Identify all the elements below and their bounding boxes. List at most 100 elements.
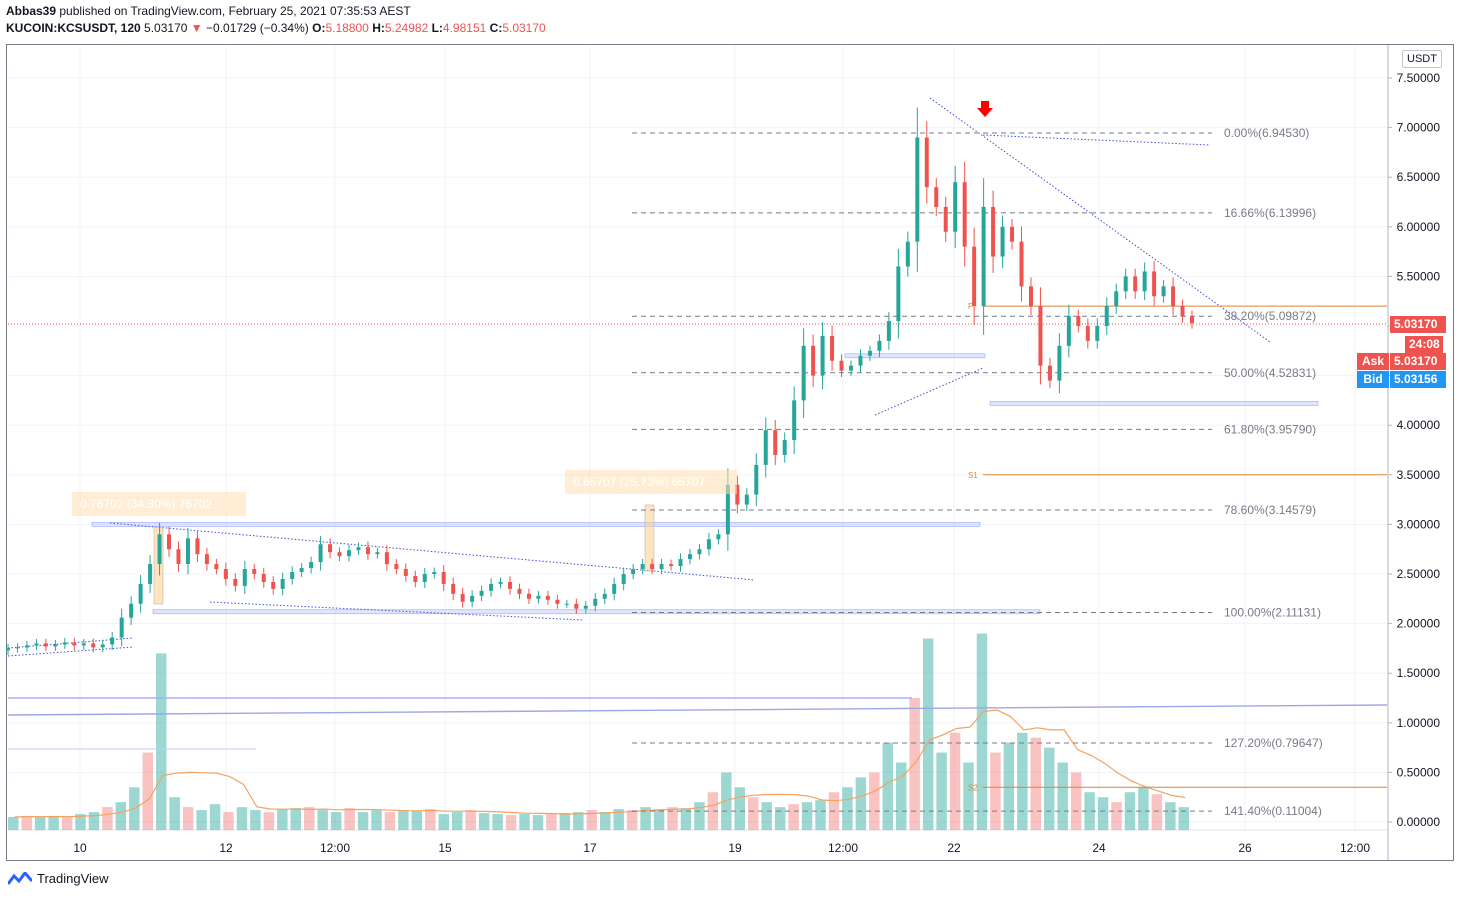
candle <box>773 430 778 455</box>
trendline <box>982 134 1211 146</box>
price-axis: 0.00000 0.50000 1.00000 1.50000 2.00000 2.500… <box>1388 71 1440 829</box>
candle <box>583 605 588 609</box>
candle <box>72 642 77 646</box>
time-tick: 12:00 <box>828 841 858 855</box>
fib-level-label: 0.00%(6.94530) <box>1224 126 1309 140</box>
measure-box <box>153 526 164 605</box>
tradingview-logo[interactable]: TradingView <box>8 871 109 886</box>
measure-label-bg <box>72 492 246 516</box>
candle <box>328 544 333 553</box>
candle <box>148 564 153 584</box>
support-zone <box>844 353 986 359</box>
countdown-tag: 24:08 <box>1405 336 1443 353</box>
candle <box>867 350 872 356</box>
candle <box>735 484 740 505</box>
price-tick: 3.00000 <box>1397 517 1441 531</box>
candle <box>242 569 247 586</box>
volume-bars <box>8 633 1189 830</box>
fib-level-label: 78.60%(3.14579) <box>1224 503 1316 517</box>
time-tick: 10 <box>73 841 87 855</box>
volume-bar <box>1138 787 1149 830</box>
candle <box>612 583 617 594</box>
ask-label: Ask <box>1357 353 1389 370</box>
volume-bar <box>304 807 315 830</box>
horizontal-line <box>7 704 1388 716</box>
support-zone <box>152 609 1041 615</box>
fib-level-label: 100.00%(2.11131) <box>1224 606 1321 620</box>
price-tick: 7.50000 <box>1397 71 1441 85</box>
candle <box>811 345 816 376</box>
candle <box>1028 286 1033 307</box>
volume-bar <box>801 802 813 830</box>
volume-bar <box>976 633 988 830</box>
candle <box>839 360 844 371</box>
time-tick: 12 <box>219 841 233 855</box>
candles <box>6 107 1194 655</box>
candle <box>915 137 920 242</box>
chart-frame[interactable] <box>6 44 1454 861</box>
volume-bar <box>102 807 113 830</box>
volume-bar <box>250 810 261 830</box>
candle <box>564 603 569 605</box>
price-tick: 5.50000 <box>1397 269 1441 283</box>
candle <box>640 564 645 570</box>
volume-bar <box>196 810 207 830</box>
volume-bar <box>653 809 665 830</box>
price-tick: 4.00000 <box>1397 418 1441 432</box>
time-tick: 15 <box>438 841 452 855</box>
trendline <box>874 367 984 416</box>
fib-level-label: 141.40%(0.11004) <box>1224 804 1322 818</box>
candle <box>204 554 209 565</box>
candle <box>1123 276 1128 292</box>
currency-button[interactable]: USDT <box>1402 50 1442 68</box>
candle <box>223 569 228 579</box>
candle <box>678 559 683 567</box>
volume-bar <box>855 777 867 830</box>
candle <box>725 484 730 535</box>
candle <box>1076 316 1081 326</box>
volume-bar <box>949 732 961 830</box>
candle <box>820 335 825 376</box>
candle <box>346 550 351 557</box>
volume-bar <box>1178 807 1189 830</box>
volume-bar <box>936 752 947 830</box>
volume-bar <box>411 811 423 830</box>
volume-bar <box>1070 772 1082 830</box>
volume-bar <box>465 810 476 830</box>
candle <box>536 595 541 599</box>
volume-bar <box>680 808 692 830</box>
candle <box>394 564 399 570</box>
candle <box>669 564 674 567</box>
volume-bar <box>882 742 893 830</box>
candle <box>924 137 929 188</box>
volume-bar <box>452 812 463 830</box>
measure-box <box>644 504 655 572</box>
volume-bar <box>169 797 180 830</box>
trendline <box>929 97 1271 343</box>
volume-bar <box>842 787 853 830</box>
candle <box>318 544 323 563</box>
fib-level-label: 16.66%(6.13996) <box>1224 206 1316 220</box>
candle <box>91 643 96 648</box>
sell-arrow-icon <box>977 101 993 117</box>
author-name[interactable]: Abbas39 <box>6 4 57 18</box>
tradingview-icon <box>8 871 32 885</box>
volume-bar <box>532 815 544 830</box>
ohlc-legend: KUCOIN:KCSUSDT, 120 5.03170 ▼ −0.01729 (… <box>6 21 546 35</box>
candle <box>299 568 304 573</box>
volume-bar <box>1165 802 1176 830</box>
volume-bar <box>438 814 449 830</box>
candle <box>1038 306 1043 366</box>
candle <box>233 578 238 586</box>
price-tick: 3.50000 <box>1397 468 1441 482</box>
volume-bar <box>21 816 32 830</box>
volume-bar <box>357 812 369 830</box>
volume-bar <box>1017 732 1028 830</box>
candle <box>252 569 257 574</box>
candle <box>185 538 190 565</box>
high-label: H: <box>372 21 385 35</box>
last-price: 5.03170 <box>144 21 188 35</box>
measure-labels: 0.76702 (34.30%) 76702 0.65707 (25.73%) 6… <box>72 470 737 516</box>
volume-bar <box>61 817 73 830</box>
